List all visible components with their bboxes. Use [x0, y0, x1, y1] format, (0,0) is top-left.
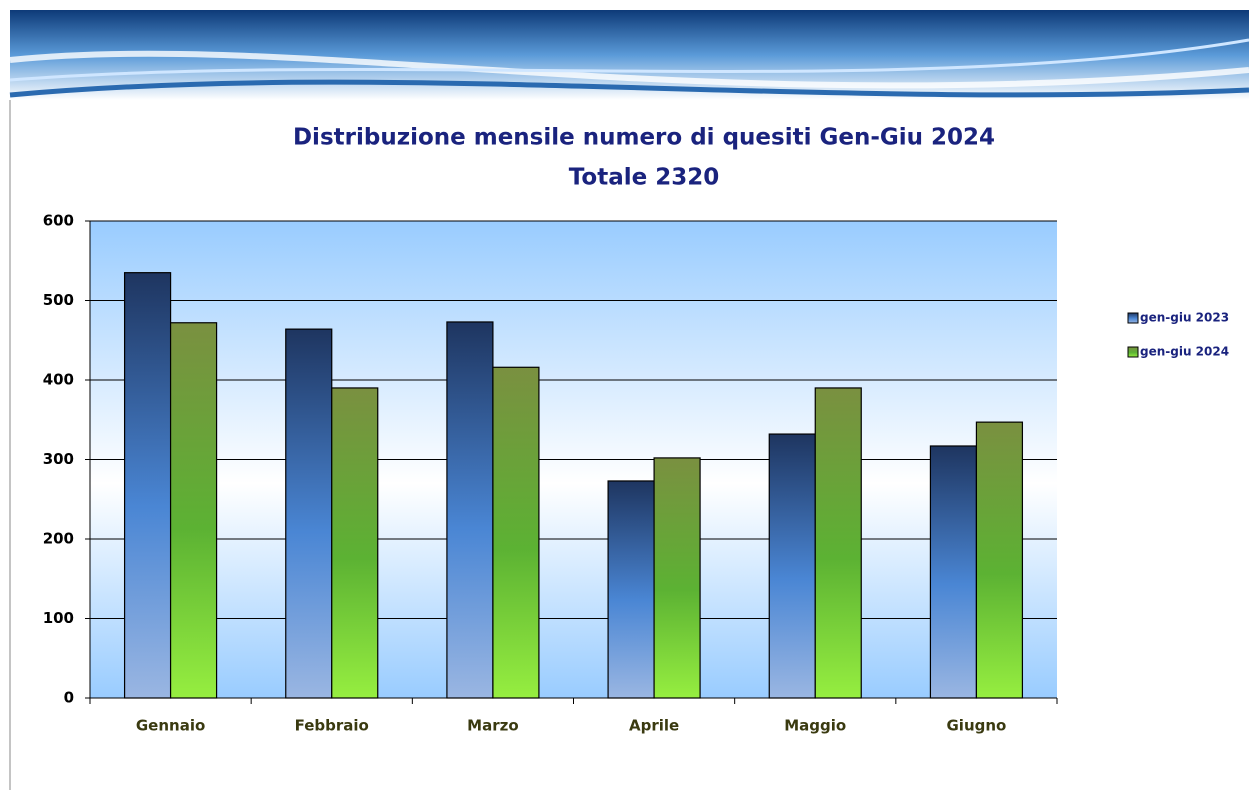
legend-label: gen-giu 2024	[1140, 345, 1229, 359]
bar	[332, 388, 378, 698]
x-tick-label: Gennaio	[136, 717, 205, 735]
bar	[608, 481, 654, 698]
y-tick-label: 400	[43, 371, 74, 389]
bar	[447, 322, 493, 698]
y-tick-label: 0	[64, 689, 74, 707]
bar	[493, 367, 539, 698]
y-tick-label: 100	[43, 609, 74, 627]
chart-subtitle: Totale 2320	[569, 165, 719, 191]
x-tick-label: Febbraio	[295, 717, 369, 735]
slide: Distribuzione mensile numero di quesiti …	[0, 0, 1249, 790]
bar	[125, 273, 171, 698]
bar	[769, 434, 815, 698]
y-tick-label: 300	[43, 450, 74, 468]
bar	[171, 323, 217, 698]
legend-swatch	[1128, 313, 1138, 323]
bar	[815, 388, 861, 698]
chart-title: Distribuzione mensile numero di quesiti …	[293, 125, 995, 151]
y-tick-label: 200	[43, 530, 74, 548]
bar	[654, 458, 700, 698]
x-tick-label: Aprile	[629, 717, 679, 735]
legend-swatch	[1128, 347, 1138, 357]
x-tick-label: Giugno	[946, 717, 1006, 735]
bar	[286, 329, 332, 698]
bar	[930, 446, 976, 698]
bar	[976, 422, 1022, 698]
y-tick-label: 500	[43, 291, 74, 309]
y-tick-label: 600	[43, 212, 74, 230]
x-tick-label: Marzo	[467, 717, 518, 735]
x-tick-label: Maggio	[784, 717, 846, 735]
header-banner	[10, 10, 1249, 115]
legend-label: gen-giu 2023	[1140, 311, 1229, 325]
